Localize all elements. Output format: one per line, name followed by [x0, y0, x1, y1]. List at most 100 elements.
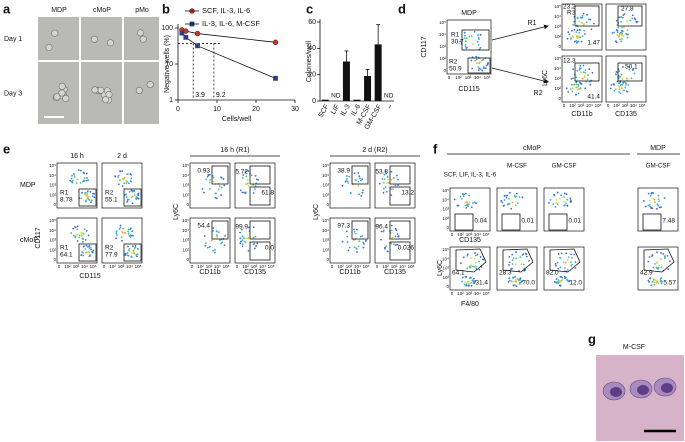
- event-dot: [629, 19, 632, 22]
- event-dot: [663, 197, 666, 199]
- gate: [249, 220, 271, 240]
- event-dot: [87, 250, 90, 253]
- x-tick-label: 10⁵: [223, 264, 230, 269]
- event-dot: [479, 46, 482, 49]
- event-dot: [528, 259, 530, 262]
- event-dot: [622, 82, 625, 84]
- event-dot: [514, 263, 517, 266]
- event-dot: [84, 200, 87, 202]
- y-tick-label: 10³: [554, 76, 561, 81]
- event-dot: [125, 182, 128, 184]
- event-dot: [122, 227, 125, 230]
- event-dot: [123, 176, 126, 179]
- event-dot: [76, 240, 79, 242]
- event-dot: [484, 67, 487, 70]
- event-dot: [514, 276, 516, 278]
- event-dot: [247, 185, 250, 187]
- event-dot: [579, 87, 581, 90]
- x-tick-label: 10⁵: [483, 232, 490, 237]
- event-dot: [119, 226, 122, 229]
- event-dot: [204, 244, 207, 247]
- event-dot: [84, 248, 87, 250]
- event-dot: [512, 276, 514, 279]
- x-tick-label: 0: [451, 291, 454, 296]
- y-tick-label: 0: [558, 96, 561, 101]
- event-dot: [254, 235, 257, 238]
- event-dot: [127, 182, 130, 185]
- flow-plot: [329, 162, 371, 209]
- x-tick-label: 10²: [337, 264, 344, 269]
- event-dot: [653, 283, 656, 286]
- event-dot: [476, 41, 479, 43]
- y-axis-label: CD117: [35, 227, 42, 248]
- event-dot: [88, 247, 91, 250]
- event-dot: [652, 197, 655, 200]
- gate-value: 0.93: [197, 168, 210, 175]
- flow-plot: [543, 187, 585, 232]
- event-dot: [220, 186, 223, 189]
- group-title: MDP: [650, 145, 666, 152]
- event-dot: [461, 276, 464, 279]
- event-dot: [72, 227, 75, 230]
- gate: [642, 213, 662, 231]
- event-dot: [474, 252, 476, 254]
- flow-plot: [605, 3, 647, 51]
- point: [179, 30, 185, 36]
- event-dot: [474, 265, 477, 268]
- event-dot: [555, 282, 558, 284]
- event-dot: [136, 255, 138, 258]
- event-dot: [396, 178, 399, 181]
- event-dot: [133, 194, 136, 196]
- event-dot: [475, 55, 478, 58]
- column-label: SCF, LIF, IL-3, IL-6: [444, 172, 497, 179]
- event-dot: [464, 281, 466, 283]
- flow-plot: [496, 246, 538, 291]
- flow-plot: [446, 19, 492, 75]
- event-dot: [82, 245, 85, 248]
- event-dot: [206, 246, 209, 249]
- y-tick-label: 10²: [554, 34, 561, 39]
- event-dot: [577, 35, 580, 38]
- event-dot: [88, 245, 91, 247]
- event-dot: [508, 255, 511, 258]
- event-dot: [566, 279, 569, 281]
- event-dot: [578, 68, 581, 71]
- event-dot: [470, 264, 473, 266]
- event-dot: [521, 280, 524, 282]
- row-label: Day 3: [4, 90, 22, 97]
- event-dot: [214, 249, 216, 251]
- x-tick-label: 10⁴: [126, 264, 133, 269]
- event-dot: [566, 269, 569, 271]
- event-dot: [558, 197, 561, 200]
- event-dot: [619, 38, 621, 41]
- event-dot: [381, 178, 384, 180]
- event-dot: [241, 239, 244, 242]
- event-dot: [579, 36, 582, 39]
- cell: [106, 39, 114, 47]
- event-dot: [501, 201, 504, 204]
- event-dot: [385, 190, 388, 193]
- event-dot: [117, 174, 120, 177]
- event-dot: [208, 181, 211, 184]
- event-dot: [477, 36, 480, 39]
- event-dot: [566, 37, 569, 40]
- event-dot: [127, 228, 130, 231]
- event-dot: [137, 197, 140, 200]
- event-dot: [378, 182, 381, 185]
- event-dot: [124, 253, 126, 256]
- gate: [502, 248, 534, 273]
- x-axis-label: CD135: [244, 269, 266, 276]
- event-dot: [572, 23, 574, 26]
- event-dot: [644, 205, 647, 208]
- event-dot: [651, 207, 654, 210]
- event-dot: [245, 237, 248, 240]
- event-dot: [78, 234, 81, 237]
- x-tick-label: 10²: [109, 264, 116, 269]
- gate: [643, 248, 675, 273]
- event-dot: [624, 83, 627, 86]
- event-dot: [477, 66, 480, 68]
- event-dot: [134, 246, 137, 249]
- event-dot: [554, 205, 557, 208]
- event-dot: [587, 18, 590, 20]
- event-dot: [132, 245, 134, 248]
